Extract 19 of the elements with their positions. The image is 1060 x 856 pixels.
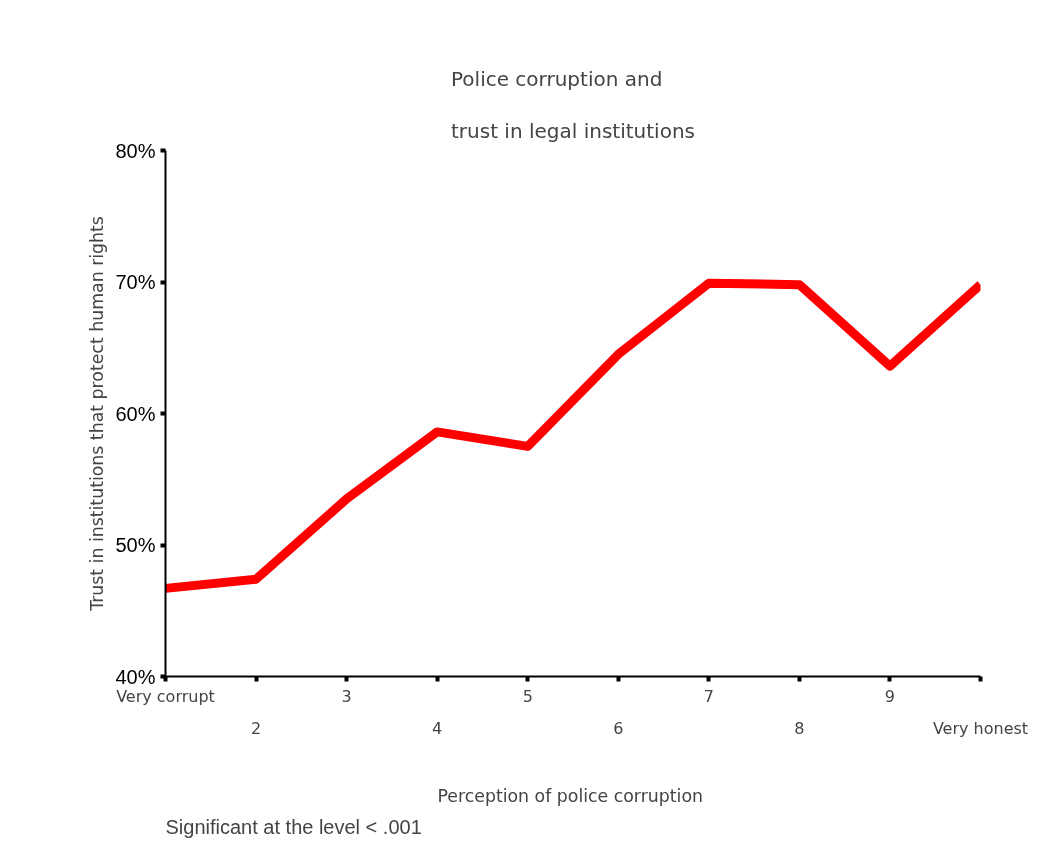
x-tick-label: 8 <box>794 718 805 738</box>
x-tick-label: 3 <box>341 686 352 706</box>
x-tick-label: Very honest <box>932 718 1029 738</box>
y-tick-label: 50% <box>115 534 156 556</box>
y-tick-label: 60% <box>115 402 156 425</box>
y-tick-label: 80% <box>115 139 156 162</box>
x-tick-label: 7 <box>703 686 714 706</box>
y-tick-label: 40% <box>115 665 156 688</box>
y-tick-label: 70% <box>115 271 156 293</box>
x-tick-label: 4 <box>432 718 443 738</box>
y-axis-title: Trust in institutions that protect human rights <box>87 216 108 612</box>
chart-title: Police corruption and trust in legal institutions <box>451 66 695 144</box>
x-tick-label: Very corrupt <box>116 686 215 706</box>
x-tick-label: 5 <box>522 686 533 706</box>
x-tick-label: 9 <box>884 686 896 706</box>
x-tick-label: 2 <box>250 718 262 738</box>
x-tick-label: 6 <box>613 718 624 738</box>
text: Significant at the level < .001 <box>165 815 422 838</box>
x-axis-title: Perception of police corruption <box>437 785 704 806</box>
